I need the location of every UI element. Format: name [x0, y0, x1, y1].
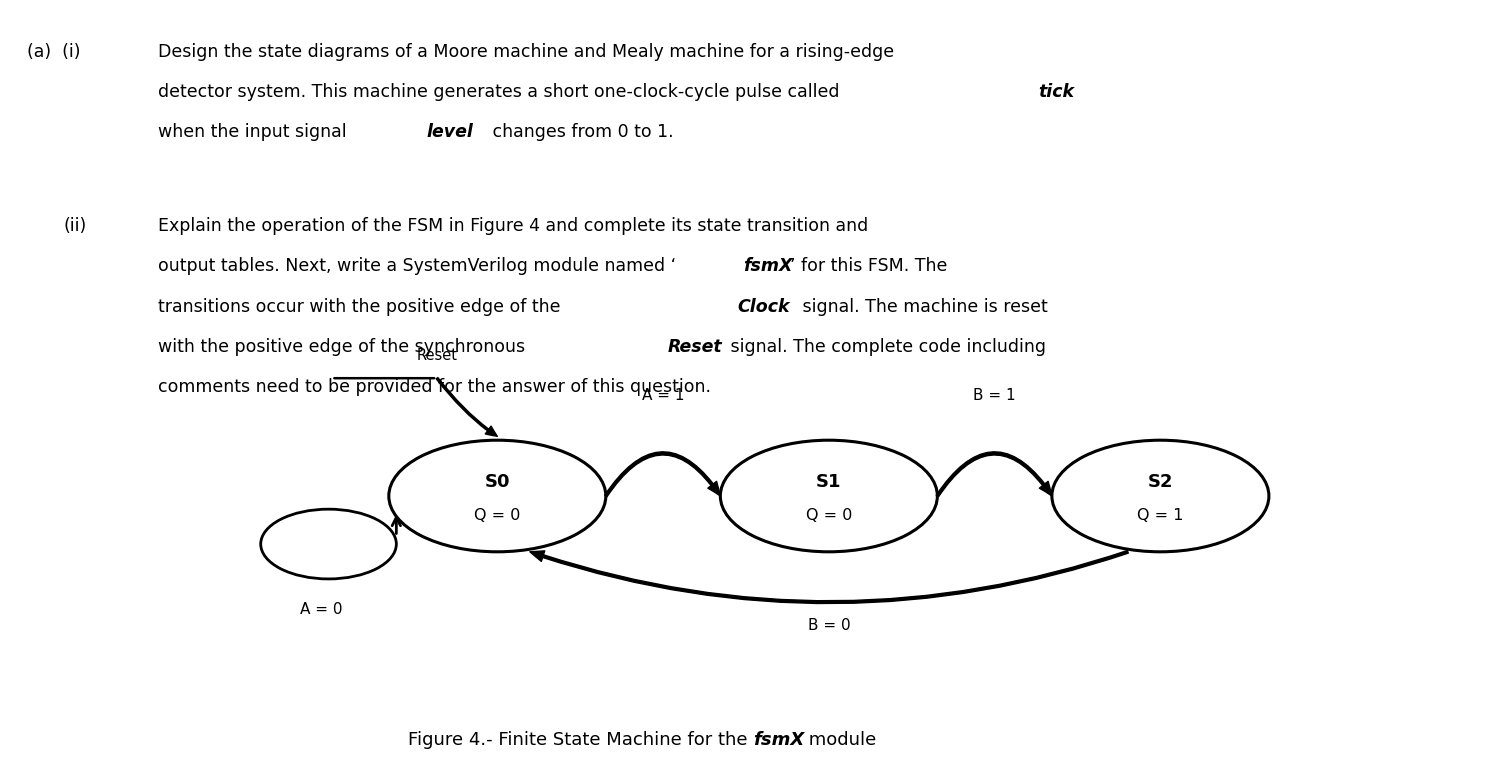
- Text: transitions occur with the positive edge of the: transitions occur with the positive edge…: [158, 298, 567, 315]
- Text: S2: S2: [1148, 473, 1172, 491]
- Text: Clock: Clock: [737, 298, 790, 315]
- Text: tick: tick: [1038, 83, 1074, 101]
- Text: detector system. This machine generates a short one-clock-cycle pulse called: detector system. This machine generates …: [158, 83, 845, 101]
- Text: (a)  (i): (a) (i): [27, 43, 81, 60]
- Text: Design the state diagrams of a Moore machine and Mealy machine for a rising-edge: Design the state diagrams of a Moore mac…: [158, 43, 894, 60]
- Text: ’ for this FSM. The: ’ for this FSM. The: [790, 257, 946, 275]
- Text: Reset: Reset: [416, 348, 458, 363]
- Text: Q = 0: Q = 0: [806, 508, 851, 523]
- Text: comments need to be provided for the answer of this question.: comments need to be provided for the ans…: [158, 378, 711, 396]
- Text: signal. The machine is reset: signal. The machine is reset: [797, 298, 1047, 315]
- Text: changes from 0 to 1.: changes from 0 to 1.: [487, 123, 674, 141]
- Text: Explain the operation of the FSM in Figure 4 and complete its state transition a: Explain the operation of the FSM in Figu…: [158, 217, 868, 235]
- Text: level: level: [426, 123, 473, 141]
- Text: output tables. Next, write a SystemVerilog module named ‘: output tables. Next, write a SystemVeril…: [158, 257, 677, 275]
- Text: fsmX: fsmX: [754, 731, 805, 749]
- Text: Reset: Reset: [668, 338, 722, 356]
- FancyArrowPatch shape: [936, 452, 1052, 497]
- Text: A = 0: A = 0: [300, 602, 342, 617]
- Text: (ii): (ii): [63, 217, 86, 235]
- Text: module: module: [803, 731, 877, 749]
- Text: when the input signal: when the input signal: [158, 123, 353, 141]
- Text: Q = 0: Q = 0: [475, 508, 520, 523]
- Text: S0: S0: [485, 473, 509, 491]
- Text: B = 0: B = 0: [808, 618, 850, 632]
- Text: Figure 4.- Finite State Machine for the: Figure 4.- Finite State Machine for the: [408, 731, 754, 749]
- FancyArrowPatch shape: [392, 518, 401, 533]
- FancyArrowPatch shape: [604, 452, 720, 497]
- Text: signal. The complete code including: signal. The complete code including: [725, 338, 1046, 356]
- Text: Q = 1: Q = 1: [1138, 508, 1183, 523]
- Text: S1: S1: [817, 473, 841, 491]
- Text: with the positive edge of the synchronous: with the positive edge of the synchronou…: [158, 338, 530, 356]
- FancyArrowPatch shape: [436, 377, 497, 436]
- FancyArrowPatch shape: [530, 550, 1129, 604]
- Text: A = 1: A = 1: [642, 388, 684, 403]
- Text: fsmX: fsmX: [743, 257, 793, 275]
- Text: B = 1: B = 1: [974, 388, 1016, 403]
